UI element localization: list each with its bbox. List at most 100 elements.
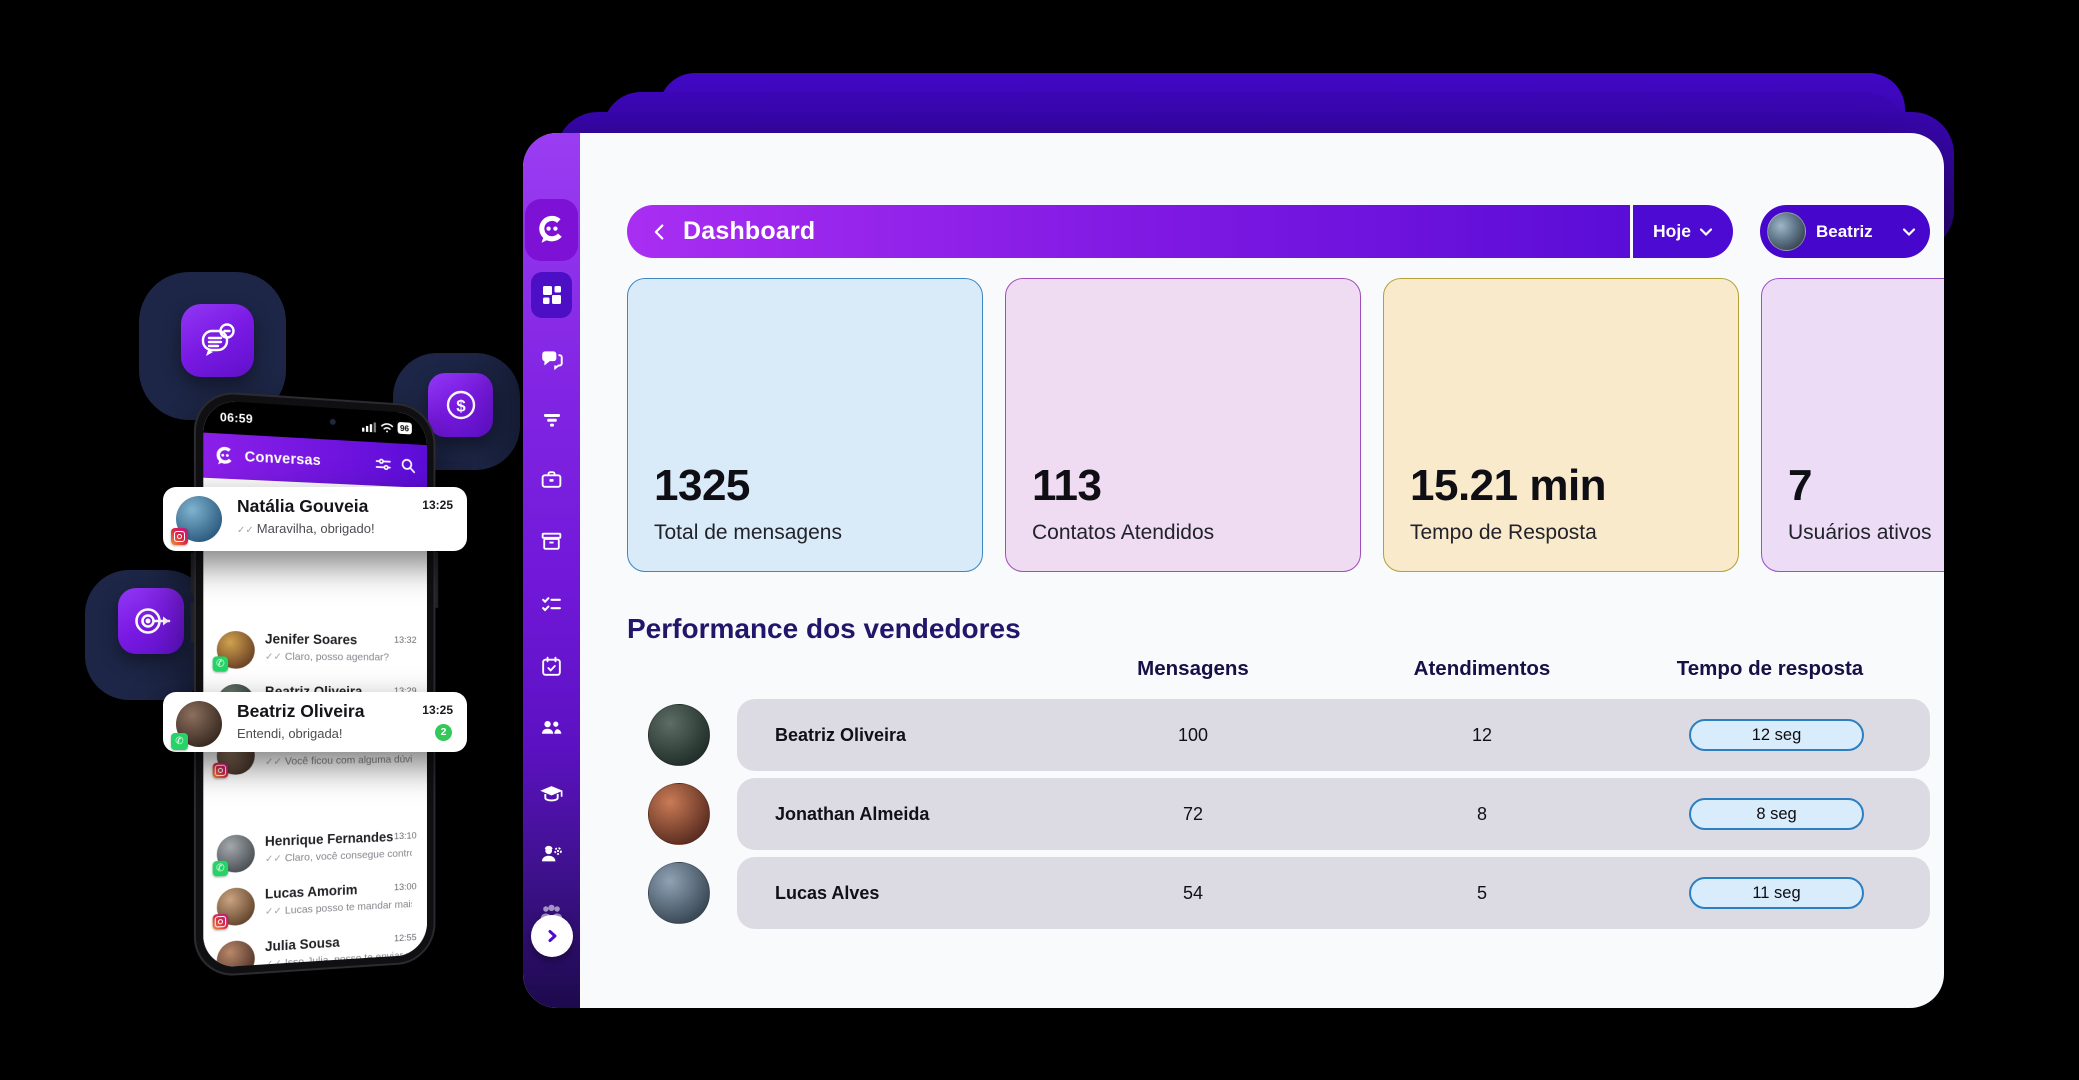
avatar: [1767, 212, 1806, 251]
message-time: 13:10: [394, 831, 417, 843]
chat-bubbles-icon: [539, 346, 565, 372]
contact-name: Julia Sousa: [265, 935, 340, 955]
app-logo-icon: [535, 213, 569, 247]
message-preview: ✓✓ Lucas posso te mandar mais...: [265, 898, 412, 918]
stat-value: 15.21 min: [1410, 461, 1712, 511]
sidebar-item-contacts[interactable]: [538, 714, 565, 741]
period-label: Hoje: [1653, 221, 1691, 242]
filter-sliders-icon[interactable]: [376, 457, 391, 472]
avatar: [217, 887, 255, 927]
column-header-atendimentos: Atendimentos: [1382, 657, 1582, 681]
message-time: 13:00: [394, 881, 417, 893]
svg-text:$: $: [456, 397, 466, 416]
chat-list-item[interactable]: Jenifer Soares ✓✓Claro, posso agendar? 1…: [203, 623, 427, 677]
dashboard-grid-icon: [540, 283, 564, 307]
front-camera: [330, 419, 336, 425]
sidebar-item-funnel[interactable]: [538, 406, 565, 433]
stat-value: 1325: [654, 461, 956, 511]
message-time: 13:25: [422, 703, 453, 717]
avatar: [648, 862, 710, 924]
notification-card[interactable]: Natália Gouveia ✓✓ Maravilha, obrigado! 1…: [163, 487, 467, 551]
users-group-icon: [538, 714, 565, 741]
period-dropdown[interactable]: Hoje: [1633, 205, 1733, 258]
user-name: Beatriz: [1816, 222, 1892, 242]
chat-bubbles-icon: [181, 304, 254, 377]
contact-name: Beatriz Oliveira: [237, 701, 364, 722]
atendimentos-value: 8: [1422, 778, 1542, 850]
mensagens-value: 100: [1133, 699, 1253, 771]
message-time: 13:25: [422, 498, 453, 512]
read-receipt-icon: ✓✓: [237, 525, 254, 536]
message-preview: ✓✓ Você ficou com alguma dúvida?: [265, 753, 412, 768]
archive-box-icon: [539, 529, 564, 554]
response-time-pill: 11 seg: [1689, 877, 1864, 909]
sidebar: [523, 133, 580, 1008]
response-time-pill: 8 seg: [1689, 798, 1864, 830]
read-receipt-icon: ✓✓: [265, 906, 282, 918]
sidebar-item-training[interactable]: [538, 781, 565, 808]
seller-name: Jonathan Almeida: [775, 778, 929, 850]
stat-card-contatos-atendidos: 113 Contatos Atendidos: [1005, 278, 1361, 572]
read-receipt-icon: ✓✓: [265, 757, 282, 768]
stat-value: 7: [1788, 461, 1944, 511]
performance-table: Beatriz Oliveira 100 12 12 seg Jonathan …: [648, 699, 1930, 936]
sidebar-item-chats[interactable]: [538, 345, 565, 372]
back-button[interactable]: [649, 221, 671, 243]
platform-badge: [213, 861, 229, 877]
message-time: 12:55: [394, 932, 417, 944]
section-title: Performance dos vendedores: [627, 613, 1021, 645]
funnel-icon: [540, 408, 564, 432]
table-row: Beatriz Oliveira 100 12 12 seg: [648, 699, 1930, 771]
table-row: Lucas Alves 54 5 11 seg: [648, 857, 1930, 929]
avatar: [176, 701, 222, 747]
sidebar-item-briefcase[interactable]: [538, 466, 565, 493]
table-row-pill: Jonathan Almeida 72 8 8 seg: [737, 778, 1930, 850]
dollar-icon: $: [428, 373, 493, 437]
contact-name: Natália Gouveia: [237, 496, 368, 517]
phone-side-button: [435, 552, 438, 608]
message-preview: ✓✓ Maravilha, obrigado!: [237, 521, 375, 536]
unread-badge: 2: [435, 724, 452, 741]
atendimentos-value: 12: [1422, 699, 1542, 771]
sidebar-item-dashboard[interactable]: [531, 272, 572, 318]
column-header-mensagens: Mensagens: [1093, 657, 1293, 681]
avatar: [217, 631, 255, 669]
battery-indicator: 96: [397, 422, 412, 435]
app-logo: [525, 199, 578, 261]
sidebar-expand-button[interactable]: [531, 915, 573, 957]
seller-name: Beatriz Oliveira: [775, 699, 906, 771]
platform-badge: [171, 528, 188, 545]
platform-badge: [213, 914, 229, 930]
notification-card[interactable]: Beatriz Oliveira Entendi, obrigada! 13:2…: [163, 692, 467, 752]
phone-screen: 06:59 96: [203, 400, 427, 969]
target-arrow-icon: [118, 588, 184, 654]
sidebar-item-calendar[interactable]: [538, 653, 565, 680]
platform-badge: [213, 763, 229, 779]
sidebar-item-operators[interactable]: [538, 840, 565, 867]
stat-card-tempo-resposta: 15.21 min Tempo de Resposta: [1383, 278, 1739, 572]
user-menu[interactable]: Beatriz: [1760, 205, 1930, 258]
phone-side-button: [191, 552, 194, 593]
wifi-icon: [380, 421, 393, 433]
sidebar-item-archive[interactable]: [538, 528, 565, 555]
calendar-check-icon: [539, 654, 564, 679]
message-time: 13:32: [394, 635, 417, 646]
signal-icon: [362, 420, 376, 432]
search-icon[interactable]: [400, 457, 415, 473]
checklist-icon: [539, 592, 564, 617]
page-header: Dashboard: [627, 205, 1630, 258]
chevron-down-icon: [1699, 227, 1713, 237]
stat-card-usuarios-ativos: 7 Usuários ativos: [1761, 278, 1944, 572]
avatar: [648, 704, 710, 766]
avatar: [217, 940, 255, 969]
chevron-right-icon: [544, 928, 560, 944]
phone-side-button: [191, 602, 194, 643]
atendimentos-value: 5: [1422, 857, 1542, 929]
avatar: [648, 783, 710, 845]
mensagens-value: 54: [1133, 857, 1253, 929]
sidebar-item-tasks[interactable]: [538, 591, 565, 618]
stat-label: Usuários ativos: [1788, 521, 1944, 545]
message-preview: Entendi, obrigada!: [237, 726, 343, 741]
chevron-down-icon: [1902, 227, 1916, 237]
platform-badge: [171, 733, 188, 750]
